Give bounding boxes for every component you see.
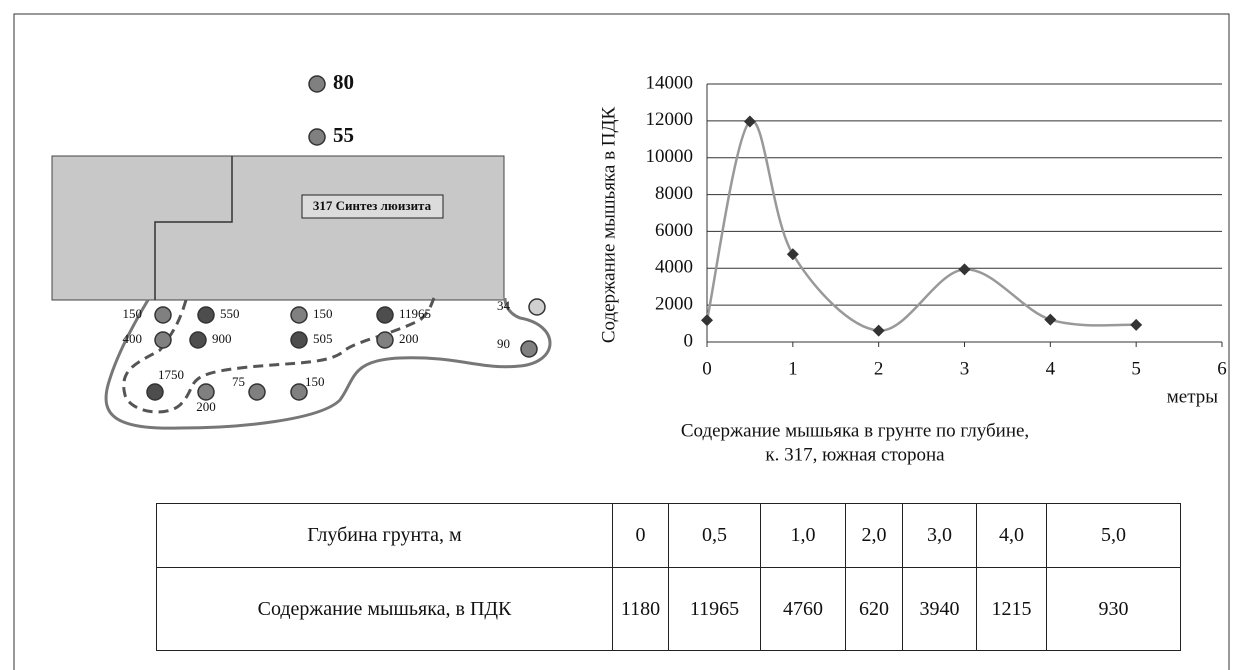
x-tick-label: 2: [874, 358, 884, 379]
sample-point: [308, 128, 326, 146]
table-cell: 930: [1046, 567, 1181, 651]
x-tick-label: 3: [960, 358, 970, 379]
table-cell: 0,5: [668, 503, 761, 568]
sample-label: 150: [123, 306, 143, 321]
y-tick-label: 4000: [655, 257, 693, 278]
marker: [1130, 318, 1143, 331]
table-cell: 1,0: [760, 503, 846, 568]
sample-point: [376, 331, 394, 349]
marker: [872, 324, 885, 337]
caption: к. 317, южная сторона: [765, 444, 945, 465]
building-label: 317 Синтез люизита: [313, 198, 432, 213]
sample-label: 150: [313, 306, 333, 321]
sample-label: 34: [497, 298, 511, 313]
sample-label: 400: [123, 331, 143, 346]
marker: [1044, 313, 1057, 326]
sample-point: [154, 331, 172, 349]
table-cell: 1215: [976, 567, 1047, 651]
building-label-box: [301, 194, 444, 219]
sample-label: 150: [305, 374, 325, 389]
x-axis-label: метры: [1167, 386, 1218, 407]
y-tick-label: 12000: [646, 109, 694, 130]
y-tick-label: 6000: [655, 220, 693, 241]
sample-label: 90: [497, 336, 510, 351]
marker: [786, 248, 799, 261]
sample-label: 75: [232, 374, 245, 389]
table-cell: 0: [612, 503, 669, 568]
sample-point: [308, 75, 326, 93]
table-cell: 11965: [668, 567, 761, 651]
marker: [958, 263, 971, 276]
sample-label: 11965: [399, 306, 431, 321]
marker: [701, 314, 713, 327]
marker: [743, 115, 756, 128]
x-tick-label: 0: [702, 358, 712, 379]
sample-point: [520, 340, 538, 358]
table-cell: Содержание мышьяка, в ПДК: [156, 567, 613, 651]
caption: Содержание мышьяка в грунте по глубине,: [681, 420, 1029, 441]
sample-point: [197, 306, 215, 324]
x-tick-label: 1: [788, 358, 798, 379]
building-inner-line: [154, 156, 233, 300]
sample-point: [376, 306, 394, 324]
sample-point: [248, 383, 266, 401]
sample-label: 200: [399, 331, 419, 346]
sample-label: 200: [196, 399, 216, 414]
y-axis-label: Содержание мышьяка в ПДК: [598, 107, 619, 344]
x-tick-label: 4: [1046, 358, 1056, 379]
table-row: Глубина грунта, м 0 0,5 1,0 2,0 3,0 4,0 5,0: [156, 503, 1181, 568]
x-tick-label: 6: [1217, 358, 1227, 379]
sample-label: 505: [313, 331, 333, 346]
y-tick-label: 14000: [646, 72, 694, 93]
y-tick-label: 10000: [646, 146, 694, 167]
table-cell: 3,0: [902, 503, 977, 568]
sample-point: [528, 298, 546, 316]
contour: [104, 297, 552, 430]
dashed-contour: [122, 297, 436, 414]
sample-point: [290, 331, 308, 349]
y-tick-label: 2000: [655, 294, 693, 315]
sample-point: [189, 331, 207, 349]
sample-label: 55: [333, 123, 354, 147]
table-row: Содержание мышьяка, в ПДК 1180 11965 4760 62…: [156, 567, 1181, 651]
sample-label: 550: [220, 306, 240, 321]
sample-label: 1750: [158, 367, 184, 382]
y-tick-label: 0: [684, 330, 694, 351]
y-tick-label: 8000: [655, 183, 693, 204]
sample-point: [290, 383, 308, 401]
sample-point: [146, 383, 164, 401]
sample-point: [290, 306, 308, 324]
sample-point: [197, 383, 215, 401]
frame: [13, 13, 1230, 670]
table-cell: 4760: [760, 567, 846, 651]
table-cell: Глубина грунта, м: [156, 503, 613, 568]
sample-point: [154, 306, 172, 324]
table-cell: 2,0: [845, 503, 903, 568]
table-cell: 1180: [612, 567, 669, 651]
table-cell: 620: [845, 567, 903, 651]
table-cell: 5,0: [1046, 503, 1181, 568]
sample-label: 900: [212, 331, 232, 346]
line: [705, 119, 1137, 332]
x-tick-label: 5: [1131, 358, 1141, 379]
building: [51, 155, 505, 301]
table-cell: 4,0: [976, 503, 1047, 568]
data-table: Глубина грунта, м 0 0,5 1,0 2,0 3,0 4,0 5,0 Соде…: [156, 503, 1181, 651]
sample-label: 80: [333, 70, 354, 94]
table-cell: 3940: [902, 567, 977, 651]
